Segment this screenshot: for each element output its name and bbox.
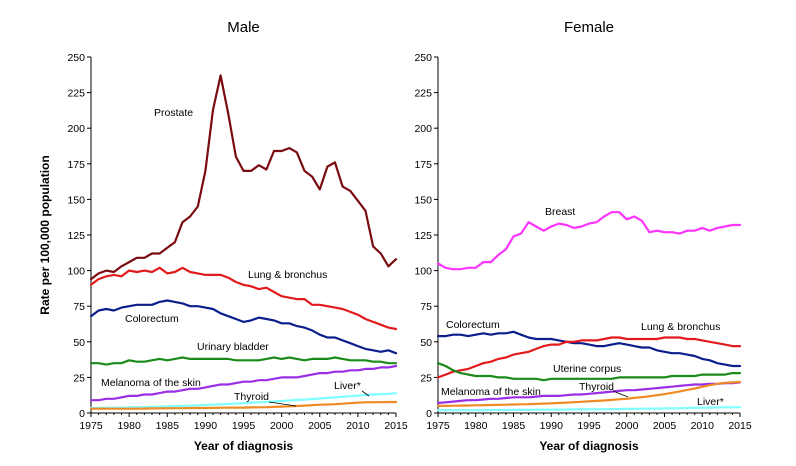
label-leader-line bbox=[361, 390, 370, 397]
series-line-thyroid bbox=[89, 400, 398, 410]
series-line-prostate bbox=[89, 74, 398, 281]
series-line-liver bbox=[436, 406, 742, 412]
y-tick-label: 50 bbox=[73, 337, 85, 349]
series-label-thyroid: Thyroid bbox=[579, 381, 614, 393]
y-tick-label: 25 bbox=[420, 372, 432, 384]
series-line-thyroid bbox=[436, 380, 742, 407]
series-line-colorectum bbox=[436, 330, 742, 368]
y-tick-label: 225 bbox=[414, 88, 432, 100]
panel-title: Female bbox=[564, 19, 614, 36]
series-label-lung-bronchus: Lung & bronchus bbox=[248, 269, 327, 281]
y-tick-label: 250 bbox=[67, 52, 85, 64]
y-tick-label: 100 bbox=[414, 266, 432, 278]
x-tick-label: 1985 bbox=[156, 420, 180, 432]
x-tick-label: 1985 bbox=[502, 420, 526, 432]
y-tick-label: 50 bbox=[420, 337, 432, 349]
label-leader-line bbox=[612, 390, 629, 398]
x-tick-label: 2010 bbox=[346, 420, 370, 432]
y-tick-label: 0 bbox=[79, 408, 85, 420]
series-label-urinary-bladder: Urinary bladder bbox=[197, 341, 269, 353]
y-tick-label: 200 bbox=[414, 123, 432, 135]
y-tick-label: 175 bbox=[414, 159, 432, 171]
x-tick-label: 1980 bbox=[117, 420, 141, 432]
x-tick-label: 2015 bbox=[728, 420, 752, 432]
label-leader-line bbox=[268, 401, 297, 407]
series-label-colorectum: Colorectum bbox=[446, 319, 500, 331]
series-line-breast bbox=[436, 211, 742, 271]
y-tick-label: 100 bbox=[67, 266, 85, 278]
y-tick-label: 175 bbox=[67, 159, 85, 171]
x-tick-label: 1975 bbox=[426, 420, 450, 432]
series-line-uterine-corpus bbox=[436, 362, 742, 382]
x-tick-label: 2000 bbox=[270, 420, 294, 432]
series-label-melanoma-of-the-skin: Melanoma of the skin bbox=[101, 377, 201, 389]
series-line-melanoma-of-the-skin bbox=[436, 381, 742, 405]
series-line-liver bbox=[89, 392, 398, 410]
x-tick-label: 1995 bbox=[577, 420, 601, 432]
x-tick-label: 1990 bbox=[540, 420, 564, 432]
series-label-liver: Liver* bbox=[697, 396, 724, 408]
y-tick-label: 125 bbox=[414, 230, 432, 242]
series-label-liver: Liver* bbox=[334, 380, 361, 392]
series-label-melanoma-of-the-skin: Melanoma of the skin bbox=[441, 386, 541, 398]
series-line-urinary-bladder bbox=[89, 356, 398, 366]
y-tick-label: 150 bbox=[414, 194, 432, 206]
series-line-melanoma-of-the-skin bbox=[89, 364, 398, 402]
x-tick-label: 1990 bbox=[194, 420, 218, 432]
y-tick-label: 200 bbox=[67, 123, 85, 135]
x-axis-title: Year of diagnosis bbox=[194, 439, 294, 453]
y-tick-label: 250 bbox=[414, 52, 432, 64]
series-line-lung-bronchus bbox=[89, 266, 398, 331]
x-axis-title: Year of diagnosis bbox=[539, 439, 639, 453]
x-tick-label: 2005 bbox=[308, 420, 332, 432]
series-line-colorectum bbox=[89, 299, 398, 355]
female-panel: Female 0 25 50 75 100 125 150 175 200 225 250 1975 19… bbox=[414, 19, 751, 453]
y-tick-label: 0 bbox=[426, 408, 432, 420]
y-tick-label: 150 bbox=[67, 194, 85, 206]
y-tick-label: 225 bbox=[67, 88, 85, 100]
y-tick-label: 25 bbox=[73, 372, 85, 384]
y-axis-title: Rate per 100,000 population bbox=[38, 155, 52, 314]
y-tick-label: 75 bbox=[73, 301, 85, 313]
series-label-prostate: Prostate bbox=[154, 107, 193, 119]
y-tick-label: 125 bbox=[67, 230, 85, 242]
series-line-lung-bronchus bbox=[436, 336, 742, 379]
x-tick-label: 2010 bbox=[691, 420, 715, 432]
series-label-lung-bronchus: Lung & bronchus bbox=[641, 321, 720, 333]
x-tick-label: 2000 bbox=[615, 420, 639, 432]
series-label-colorectum: Colorectum bbox=[125, 313, 179, 325]
x-tick-label: 1975 bbox=[79, 420, 103, 432]
x-tick-label: 1995 bbox=[232, 420, 256, 432]
x-tick-label: 2015 bbox=[384, 420, 408, 432]
series-label-breast: Breast bbox=[545, 206, 575, 218]
y-tick-label: 75 bbox=[420, 301, 432, 313]
series-label-thyroid: Thyroid bbox=[234, 391, 269, 403]
series-label-uterine-corpus: Uterine corpus bbox=[553, 363, 621, 375]
x-tick-label: 2005 bbox=[653, 420, 677, 432]
x-tick-label: 1980 bbox=[464, 420, 488, 432]
male-panel: Male 0 25 50 75 100 125 150 175 200 225 250 1975 1980… bbox=[67, 19, 407, 453]
panel-title: Male bbox=[227, 19, 260, 36]
